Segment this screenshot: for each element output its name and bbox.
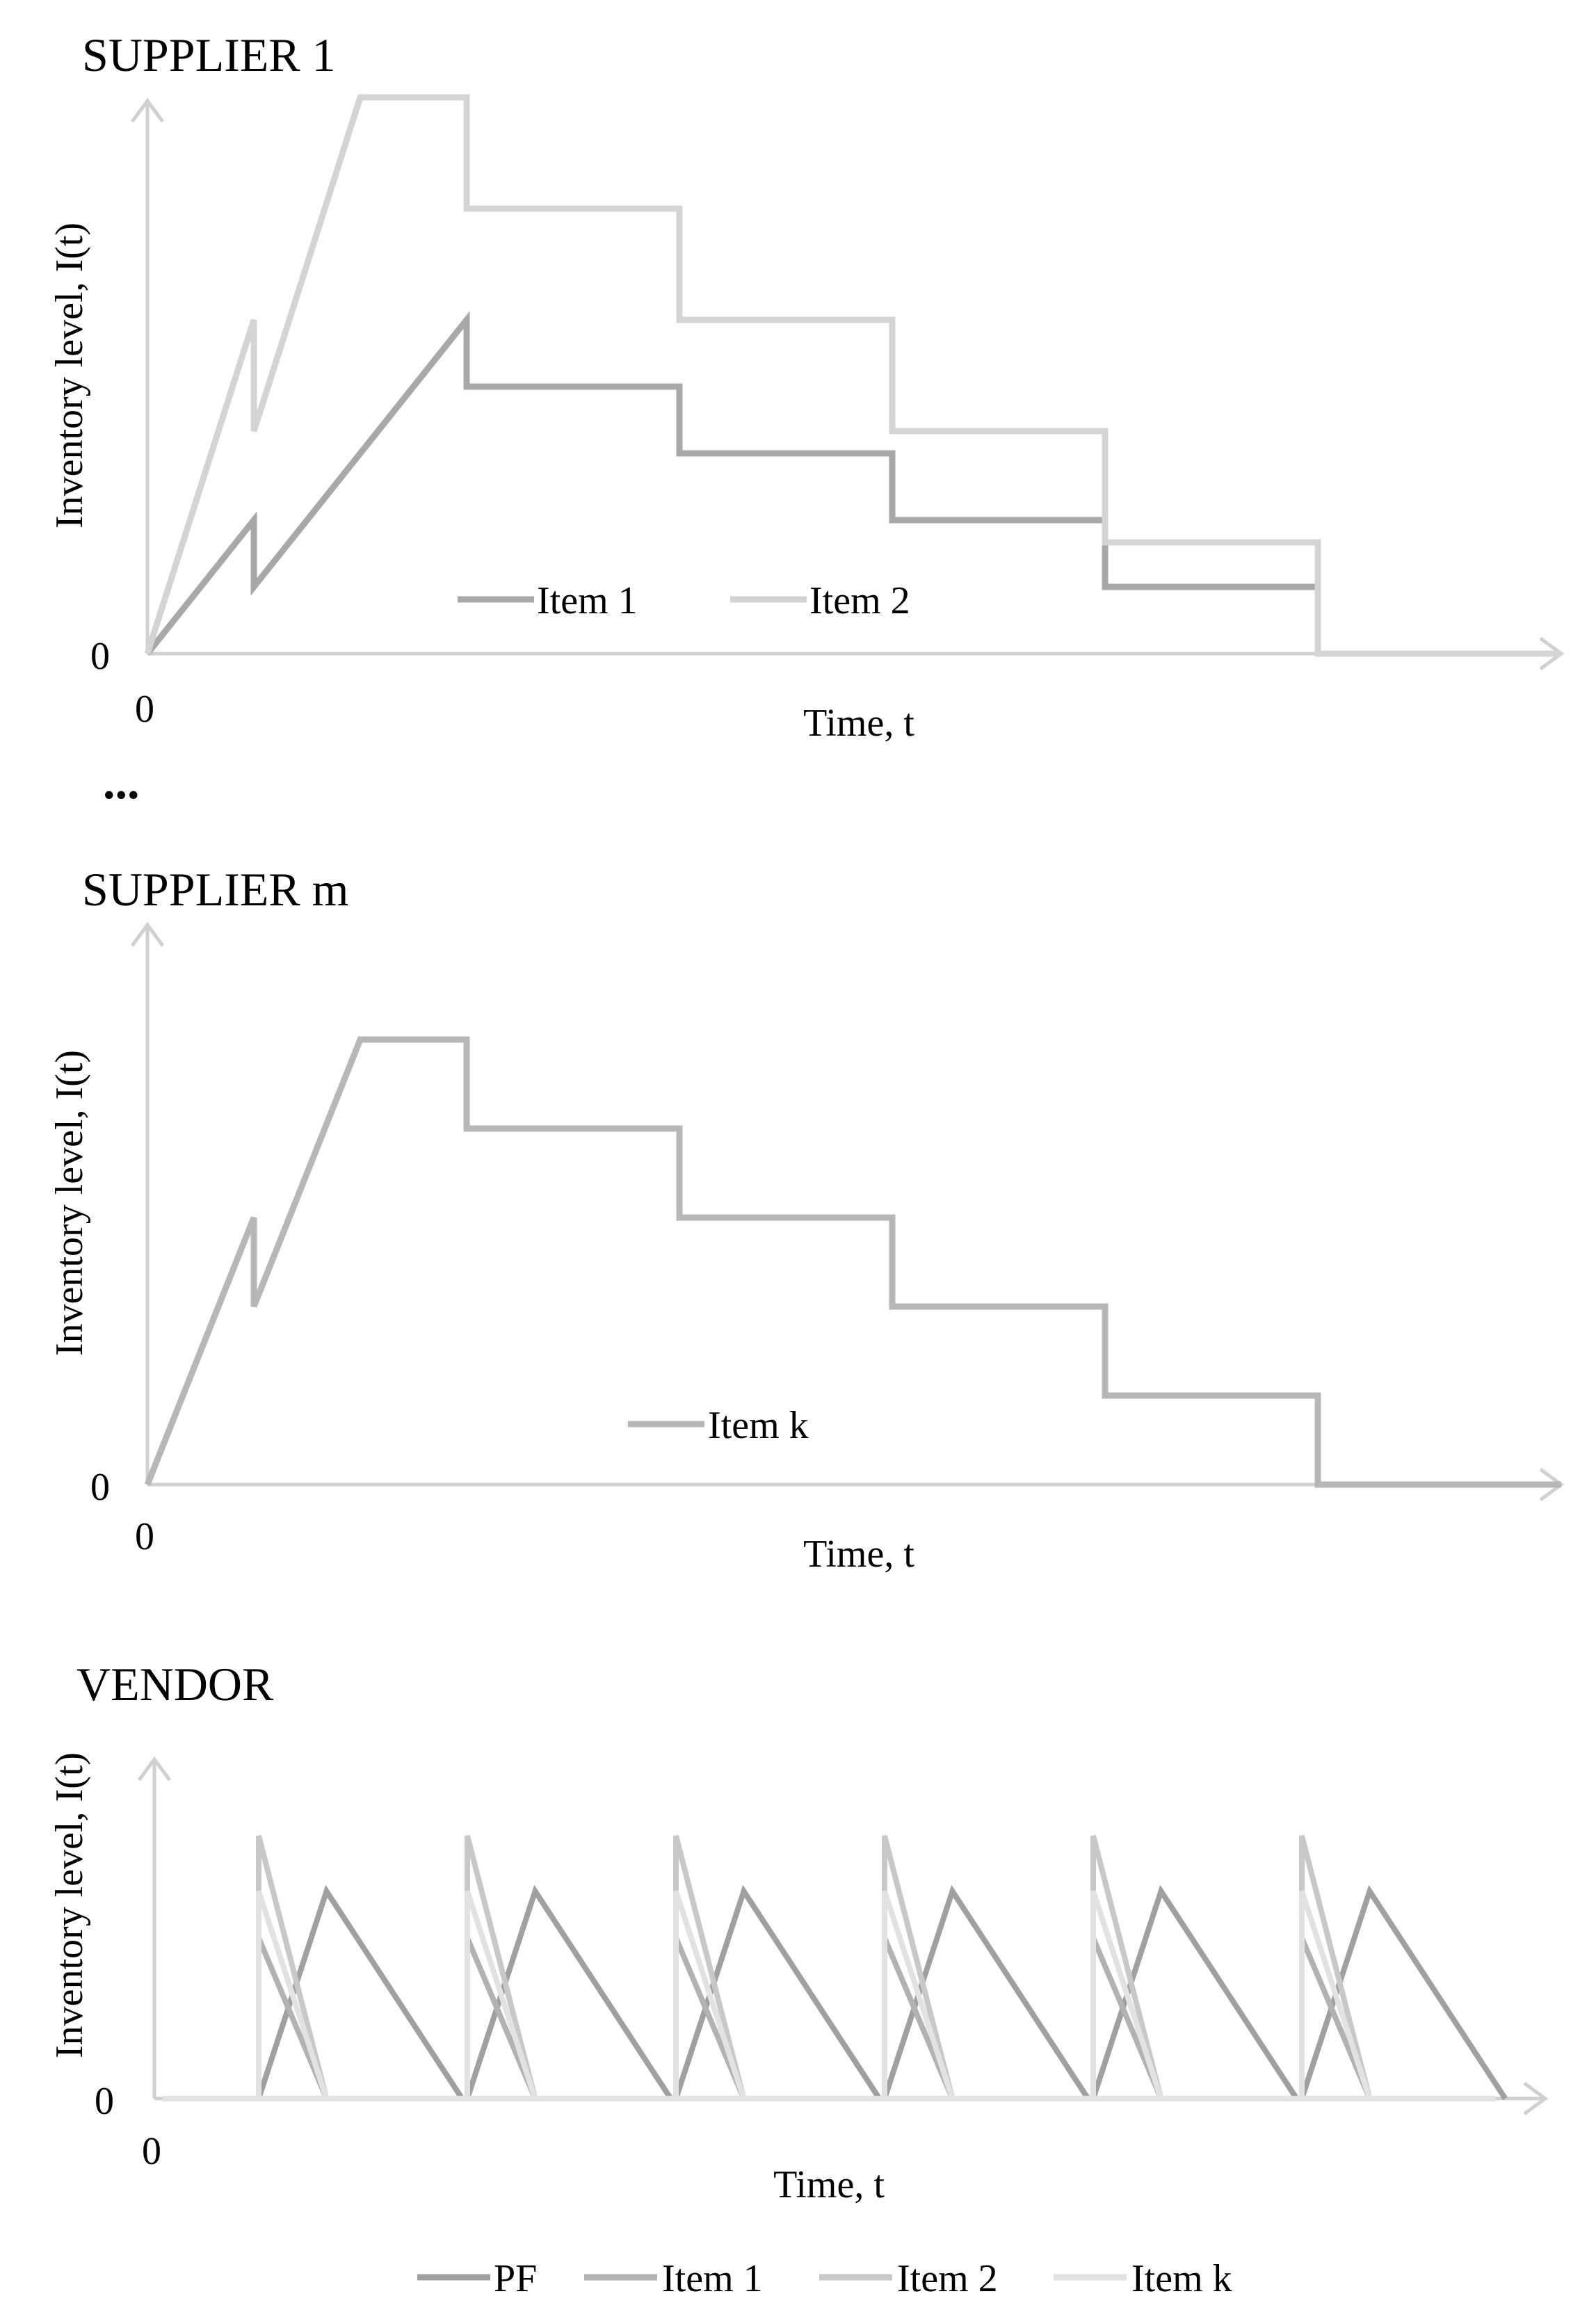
series-line-item-1: [145, 311, 1318, 656]
legend-label-item-k: Item k: [708, 1404, 809, 1447]
y-axis-arrow: [137, 1756, 172, 1781]
series-cycle-pf-1: [256, 1884, 465, 2101]
x-axis-arrow: [1523, 2081, 1549, 2116]
vendor-chart: VENDOR 0 0 Time, t Inventory level, I(t)…: [48, 1658, 1549, 2300]
series-cycle-pf-5: [1090, 1884, 1299, 2101]
x-tick-label: 0: [142, 2130, 161, 2173]
legend-label-item-1: Item 1: [537, 579, 638, 622]
legend-label-item-2: Item 2: [809, 579, 910, 622]
legend-label-item-k: Item k: [1131, 2257, 1232, 2300]
x-tick-label: 0: [135, 1515, 154, 1558]
x-axis-label: Time, t: [803, 1533, 914, 1576]
y-axis-arrow: [130, 921, 165, 947]
y-tick-label: 0: [90, 1466, 110, 1509]
series-layer: [144, 1036, 1561, 1488]
series-line-item-2: [144, 94, 1561, 657]
y-axis-label: Inventory level, I(t): [48, 1050, 91, 1356]
x-tick-label: 0: [135, 688, 154, 731]
panel-separator: ...: [103, 756, 140, 809]
series-line-item-k: [144, 1036, 1561, 1488]
y-tick-label: 0: [90, 635, 110, 678]
series-layer: [144, 94, 1561, 657]
chart-title: SUPPLIER 1: [82, 29, 336, 81]
series-layer: [163, 1835, 1508, 2101]
series-cycle-pf-6: [1299, 1884, 1508, 2101]
series-cycle-pf-2: [465, 1884, 673, 2101]
supplier-1-chart: SUPPLIER 1 0 0 Time, t Inventory level, …: [48, 29, 1565, 745]
y-axis-arrow: [130, 97, 165, 123]
y-tick-label: 0: [95, 2080, 114, 2123]
series-cycle-item-k-2: [465, 1890, 538, 2100]
series-cycle-item-k-1: [256, 1890, 330, 2100]
supplier-m-chart: SUPPLIER m 0 0 Time, t Inventory level, …: [48, 863, 1565, 1576]
series-cycle-item-k-6: [1299, 1890, 1373, 2100]
series-cycle-item-k-4: [882, 1890, 956, 2100]
y-axis-label: Inventory level, I(t): [48, 223, 91, 528]
x-axis-label: Time, t: [803, 702, 914, 745]
legend-label-item-1: Item 1: [662, 2257, 763, 2300]
chart-title: VENDOR: [76, 1658, 274, 1711]
series-cycle-item-k-3: [673, 1890, 747, 2100]
legend: Item k: [628, 1404, 809, 1447]
legend-label-pf: PF: [494, 2257, 537, 2300]
series-cycle-pf-4: [882, 1884, 1090, 2101]
series-cycle-pf-3: [673, 1884, 882, 2101]
x-axis-label: Time, t: [773, 2163, 885, 2206]
legend: PF Item 1 Item 2 Item k: [417, 2257, 1232, 2300]
series-cycle-item-k-5: [1090, 1890, 1164, 2100]
y-axis-label: Inventory level, I(t): [48, 1752, 91, 2058]
legend-label-item-2: Item 2: [897, 2257, 998, 2300]
chart-title: SUPPLIER m: [82, 863, 349, 916]
legend: Item 1 Item 2: [458, 579, 910, 622]
